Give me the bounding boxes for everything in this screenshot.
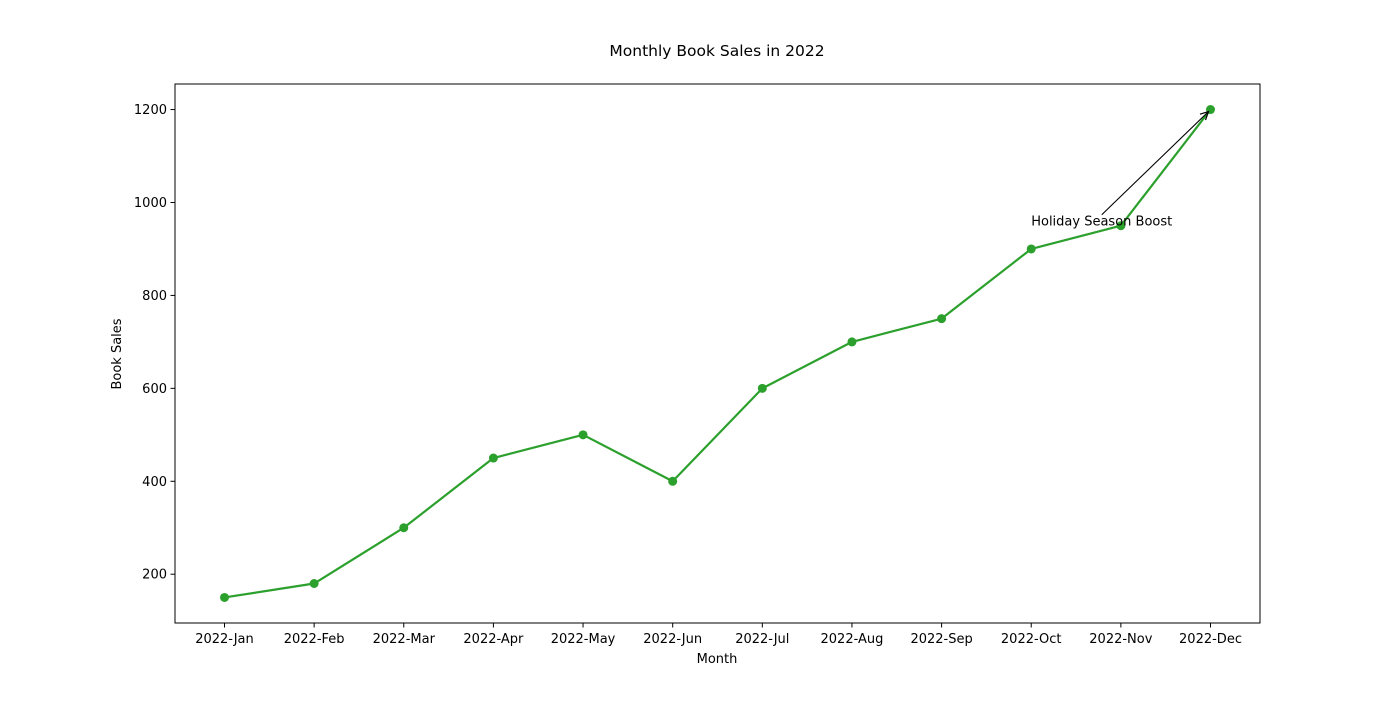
x-tick-label: 2022-Dec [1179, 632, 1242, 647]
y-tick-label: 1000 [134, 196, 167, 211]
data-point [757, 383, 767, 393]
data-point [937, 314, 947, 324]
x-tick-label: 2022-Apr [463, 632, 524, 647]
x-tick-label: 2022-Sep [910, 632, 972, 647]
x-axis-label: Month [697, 652, 738, 667]
data-point [399, 523, 409, 533]
data-point [1116, 221, 1126, 231]
x-tick-label: 2022-May [551, 632, 616, 647]
x-tick-label: 2022-Jan [195, 632, 254, 647]
x-tick-label: 2022-Feb [284, 632, 345, 647]
plot-frame [174, 83, 1261, 624]
x-tick-label: 2022-Oct [1001, 632, 1062, 647]
data-point [578, 430, 588, 440]
annotation-arrow [1101, 112, 1209, 216]
data-point [1026, 244, 1036, 254]
data-point [309, 579, 319, 589]
series-line [223, 108, 1212, 599]
y-tick-label: 600 [142, 382, 167, 397]
data-point [668, 476, 678, 486]
x-tick-label: 2022-Nov [1089, 632, 1152, 647]
data-point [847, 337, 857, 347]
annotation-text: Holiday Season Boost [1031, 215, 1172, 230]
chart-title: Monthly Book Sales in 2022 [609, 42, 824, 60]
y-tick-label: 200 [142, 568, 167, 583]
x-tick-label: 2022-Mar [373, 632, 436, 647]
plot-area: 2022-Jan 2022-Feb 2022-Mar 2022-Apr 2022-May… [134, 83, 1261, 647]
x-tick-label: 2022-Jul [735, 632, 789, 647]
y-tick-label: 400 [142, 475, 167, 490]
data-point [220, 592, 229, 602]
x-tick-label: 2022-Jun [643, 632, 702, 647]
y-tick-label: 1200 [134, 103, 167, 118]
y-axis-label: Book Sales [110, 318, 125, 389]
y-tick-label: 800 [142, 289, 167, 304]
data-point [488, 453, 498, 463]
x-tick-label: 2022-Aug [821, 632, 884, 647]
